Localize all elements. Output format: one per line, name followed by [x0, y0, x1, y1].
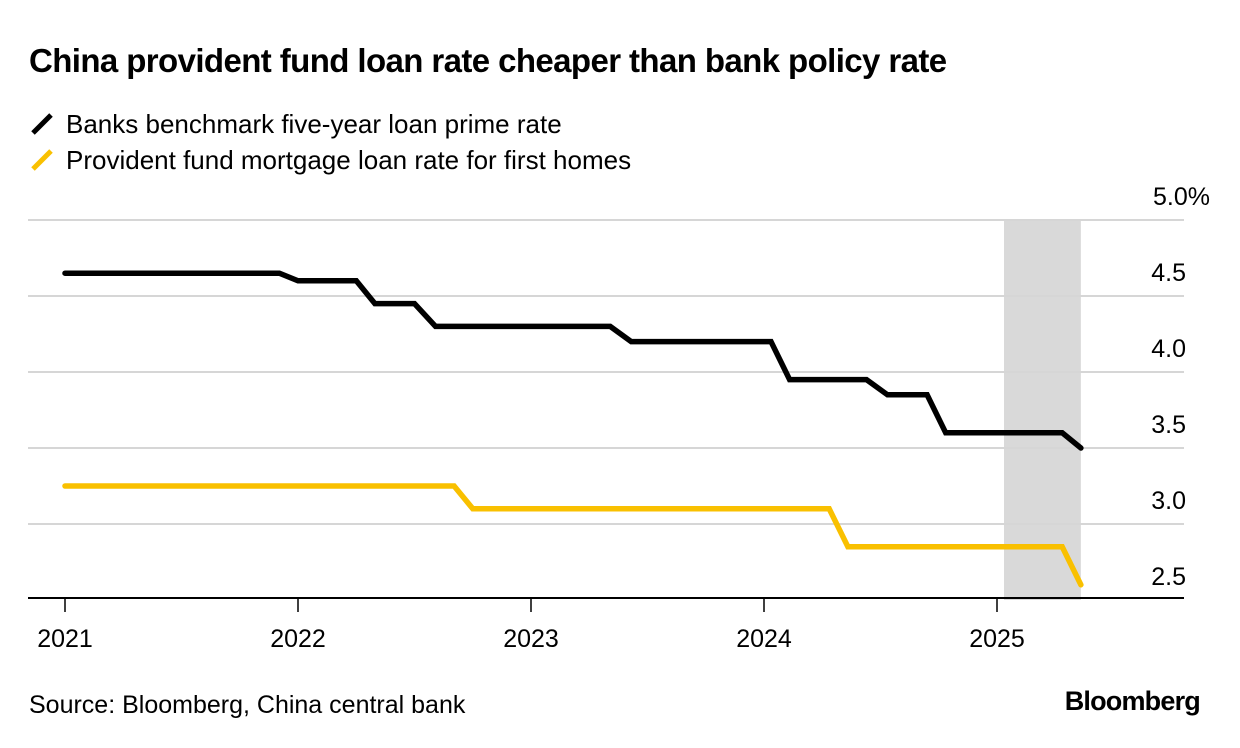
series-line-provident-fund-rate — [62, 483, 1084, 588]
shaded-period — [1003, 220, 1081, 600]
y-tick-label: 4.0 — [1151, 335, 1186, 363]
legend-swatch-line — [31, 149, 53, 171]
legend-label: Provident fund mortgage loan rate for fi… — [66, 144, 632, 175]
chart-title: China provident fund loan rate cheaper t… — [29, 42, 947, 79]
label-layer: 5.0% 4.5 4.0 3.5 3.0 2.5 2021 2022 2023 2024 2025 — [37, 183, 1210, 653]
x-tick-label: 2022 — [270, 625, 326, 653]
y-tick-label: 3.0 — [1151, 487, 1186, 515]
x-tick-label: 2023 — [503, 625, 559, 653]
x-tick-label: 2025 — [969, 625, 1025, 653]
y-tick-label: 5.0% — [1153, 183, 1210, 211]
legend-swatch-line — [31, 113, 53, 135]
legend: Banks benchmark five-year loan prime rat… — [29, 106, 631, 178]
legend-item-provident-fund-rate: Provident fund mortgage loan rate for fi… — [29, 142, 631, 178]
grid-layer — [28, 219, 1184, 525]
legend-label: Banks benchmark five-year loan prime rat… — [66, 108, 562, 139]
series-line-loan-prime-rate — [62, 270, 1084, 451]
line-chart: 5.0% 4.5 4.0 3.5 3.0 2.5 2021 2022 2023 2024 2025 — [28, 183, 1210, 653]
legend-item-loan-prime-rate: Banks benchmark five-year loan prime rat… — [29, 106, 631, 142]
x-tick-label: 2024 — [736, 625, 792, 653]
y-tick-label: 4.5 — [1151, 259, 1186, 287]
shade-layer — [1003, 220, 1081, 600]
legend-swatch-yellow-icon — [31, 149, 53, 171]
x-tick-label: 2021 — [37, 625, 93, 653]
series-layer — [62, 270, 1084, 588]
source-note: Source: Bloomberg, China central bank — [29, 691, 466, 719]
y-tick-label: 2.5 — [1151, 563, 1186, 591]
legend-swatch-black-icon — [31, 113, 53, 135]
bloomberg-logo: Bloomberg — [1064, 686, 1201, 716]
axis-layer — [28, 597, 1184, 612]
y-tick-label: 3.5 — [1151, 411, 1186, 439]
